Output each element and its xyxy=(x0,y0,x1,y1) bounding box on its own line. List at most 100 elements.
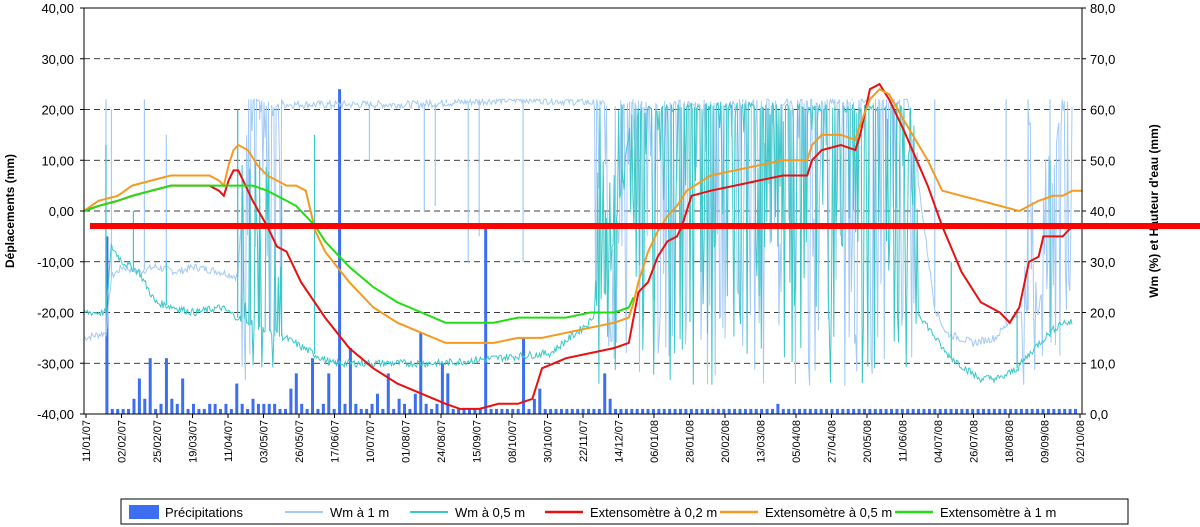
precip-bar xyxy=(635,408,639,414)
x-tick-label: 04/07/08 xyxy=(933,420,945,463)
moisture-series xyxy=(83,97,1073,387)
y-tick-label: -40,00 xyxy=(37,407,74,422)
y-tick-label: -20,00 xyxy=(37,306,74,321)
precip-bar xyxy=(148,358,152,414)
precip-bar xyxy=(1003,408,1007,414)
precip-bar xyxy=(386,373,390,414)
precip-bar xyxy=(462,408,466,414)
precip-bar xyxy=(608,398,612,414)
precip-bar xyxy=(408,408,412,414)
precip-bar xyxy=(527,408,531,414)
y-tick-label: -10,00 xyxy=(37,255,74,270)
precip-bar xyxy=(619,408,623,414)
x-tick-label: 18/08/08 xyxy=(1004,420,1016,463)
precip-bar xyxy=(678,408,682,414)
precip-bar xyxy=(413,393,417,414)
precip-bar xyxy=(283,408,287,414)
precip-bar xyxy=(651,408,655,414)
precip-bar xyxy=(522,337,526,414)
y2-tick-label: 30,0 xyxy=(1090,255,1115,270)
x-tick-label: 28/01/08 xyxy=(685,420,697,463)
precip-bar xyxy=(343,403,347,414)
precip-bar xyxy=(987,408,991,414)
gridlines xyxy=(84,58,1082,364)
precip-bar xyxy=(695,408,699,414)
precip-bar xyxy=(846,408,850,414)
precip-bar xyxy=(1009,408,1013,414)
x-tick-label: 20/05/08 xyxy=(862,420,874,463)
precip-bar xyxy=(316,408,320,414)
y2-tick-label: 20,0 xyxy=(1090,306,1115,321)
precip-bar xyxy=(1019,408,1023,414)
precip-bar xyxy=(154,408,158,414)
precip-bar xyxy=(733,408,737,414)
precip-bar xyxy=(543,408,547,414)
precip-bar xyxy=(375,393,379,414)
extensometer-series xyxy=(83,82,1082,410)
precip-bar xyxy=(559,408,563,414)
precip-bar xyxy=(1074,408,1077,414)
x-tick-label: 25/02/07 xyxy=(152,420,164,463)
precip-bar xyxy=(760,408,764,414)
precip-bar xyxy=(419,332,423,414)
precip-bar xyxy=(305,408,309,414)
precip-bar xyxy=(900,408,904,414)
precip-bar xyxy=(646,408,650,414)
y2-axis-title: Wm (%) et Hauteur d'eau (mm) xyxy=(1147,124,1161,298)
precip-bar xyxy=(992,408,996,414)
precip-bar xyxy=(511,408,515,414)
precip-bar xyxy=(311,358,315,414)
precip-bar xyxy=(1052,408,1056,414)
precip-bar xyxy=(879,408,883,414)
precip-bar xyxy=(430,408,434,414)
precip-bar xyxy=(538,388,542,414)
precip-bar xyxy=(722,408,726,414)
precip-bar xyxy=(830,408,834,414)
right-axis-ticks: 80,0 70,0 60,0 50,0 40,0 30,0 20,0 10,0 0,0 xyxy=(1082,1,1115,422)
precip-bar xyxy=(954,408,958,414)
precip-bar xyxy=(808,408,812,414)
precip-bar xyxy=(246,408,250,414)
precip-bar xyxy=(587,408,590,414)
precip-bar xyxy=(262,403,266,414)
legend-label-ext1: Extensomètre à 1 m xyxy=(940,505,1056,520)
precip-bar xyxy=(982,408,986,414)
precip-bar xyxy=(267,403,271,414)
precip-bar xyxy=(743,408,747,414)
x-tick-label: 30/10/07 xyxy=(543,420,555,463)
precip-bar xyxy=(781,408,785,414)
precip-bar xyxy=(906,408,910,414)
precip-bar xyxy=(911,408,915,414)
precip-bar xyxy=(835,408,839,414)
legend-label-wm05: Wm à 0,5 m xyxy=(455,505,525,520)
y-tick-label: 10,00 xyxy=(41,153,74,168)
precip-bar xyxy=(121,408,125,414)
y2-tick-label: 10,0 xyxy=(1090,356,1115,371)
precip-bar xyxy=(208,403,212,414)
extensometer-02m-line xyxy=(83,82,1082,410)
precip-bar xyxy=(440,363,444,414)
precip-bar xyxy=(960,408,964,414)
precip-bar xyxy=(132,398,136,414)
precip-bar xyxy=(116,408,120,414)
precip-bar xyxy=(749,408,753,414)
y-tick-label: 0,00 xyxy=(49,204,74,219)
precip-bar xyxy=(597,408,601,414)
x-tick-label: 11/04/07 xyxy=(223,420,235,462)
precip-bar xyxy=(706,408,710,414)
precip-bar xyxy=(197,408,201,414)
precip-bar xyxy=(213,403,217,414)
precip-bar xyxy=(917,408,921,414)
x-tick-label: 11/01/07 xyxy=(81,420,93,462)
precip-bar xyxy=(451,408,455,414)
precip-bar xyxy=(657,408,661,414)
precip-bar xyxy=(500,408,504,414)
precip-bar xyxy=(175,403,179,414)
precip-bar xyxy=(370,403,374,414)
precip-bar xyxy=(359,408,363,414)
precip-bar xyxy=(662,408,666,414)
precip-bar xyxy=(689,408,693,414)
precip-bar xyxy=(814,408,818,414)
precip-bar xyxy=(576,408,580,414)
precip-bar xyxy=(273,403,277,414)
